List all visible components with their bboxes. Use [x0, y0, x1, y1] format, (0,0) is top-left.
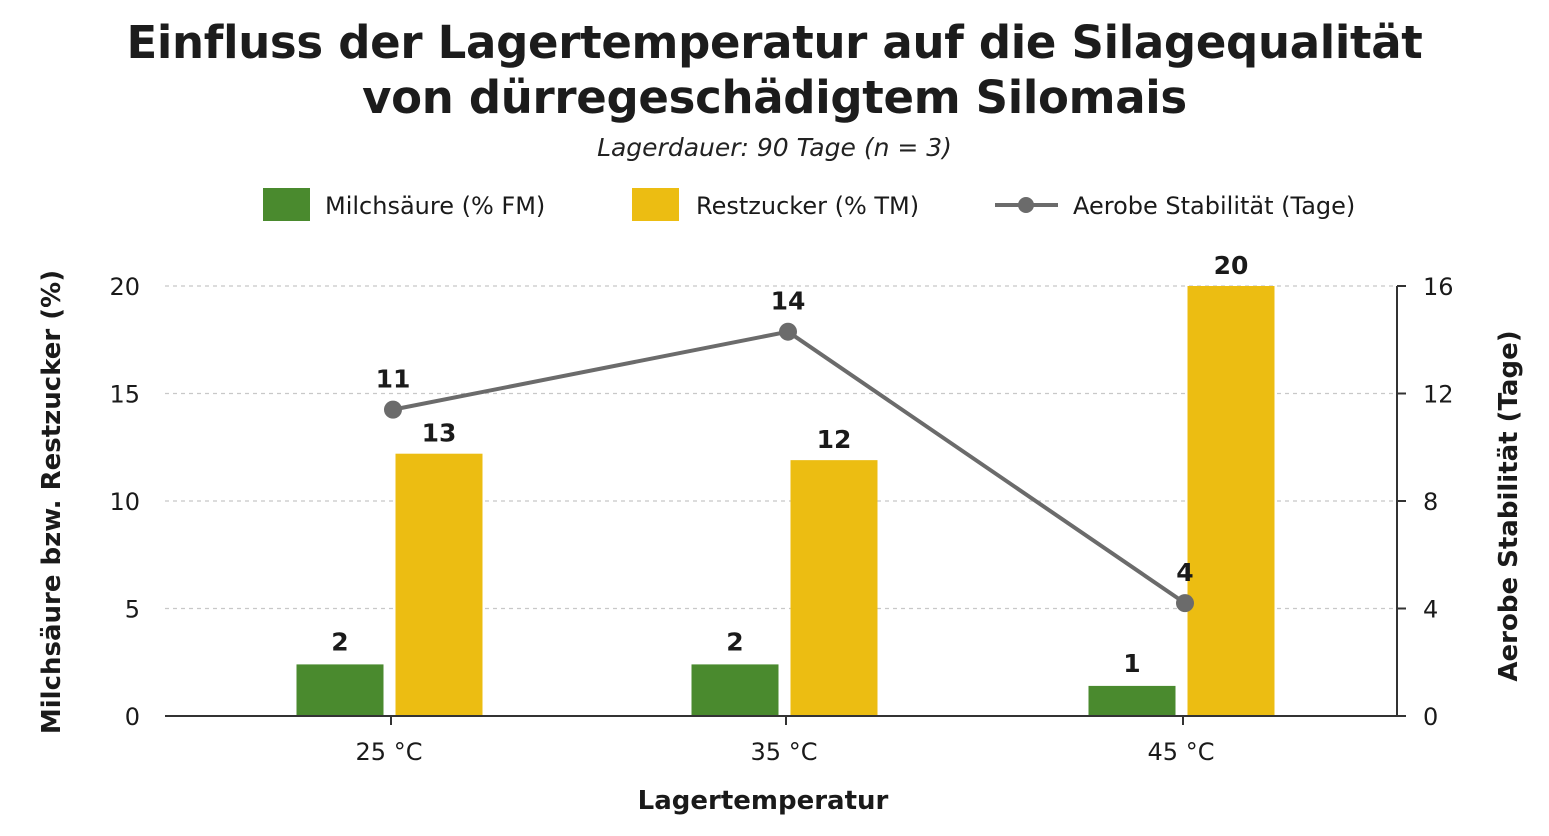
- bar-restzucker: [395, 453, 483, 716]
- axes: [165, 285, 1406, 725]
- point-stabilitaet: [384, 400, 402, 419]
- point-stabilitaet: [1176, 594, 1194, 613]
- bar-milchsaeure: [1088, 685, 1176, 716]
- data-label-milchsaeure: 1: [1123, 649, 1140, 678]
- bar-milchsaeure: [691, 664, 779, 716]
- data-label-restzucker: 20: [1214, 251, 1249, 280]
- line-stabilitaet: [392, 329, 1187, 605]
- y-tick-label: 0: [125, 703, 140, 731]
- point-stabilitaet: [779, 322, 797, 341]
- data-label-restzucker: 12: [817, 425, 852, 454]
- y-axis-label: Milchsäure bzw. Restzucker (%): [37, 270, 67, 734]
- x-tick-label: 45 °C: [1148, 738, 1215, 766]
- chart-title-line-1: Einfluss der Lagertemperatur auf die Sil…: [126, 16, 1423, 69]
- stability-line: [384, 322, 1194, 613]
- legend-label-restzucker: Restzucker (% TM): [696, 192, 919, 220]
- y-tick-label: 20: [109, 273, 140, 301]
- y-tick-label: 15: [109, 381, 140, 409]
- y2-tick-label: 4: [1423, 596, 1438, 624]
- bar-restzucker: [1187, 286, 1275, 716]
- bar-restzucker: [790, 460, 878, 716]
- y2-tick-label: 16: [1423, 273, 1454, 301]
- data-label-stabilitaet: 4: [1176, 558, 1193, 587]
- data-labels: 2 13 2 12 1 20 11 14 4: [331, 251, 1248, 678]
- y2-axis-label: Aerobe Stabilität (Tage): [1494, 330, 1524, 681]
- x-tick-label: 25 °C: [356, 738, 423, 766]
- legend-swatch-restzucker: [632, 188, 679, 221]
- chart-title-line-2: von dürregeschädigtem Silomais: [362, 71, 1187, 124]
- legend-marker-stabilitaet: [1018, 197, 1034, 213]
- y2-tick-label: 0: [1423, 703, 1438, 731]
- legend-label-stabilitaet: Aerobe Stabilität (Tage): [1073, 192, 1355, 220]
- data-label-restzucker: 13: [422, 419, 457, 448]
- y2-tick-label: 12: [1423, 381, 1454, 409]
- bar-milchsaeure: [296, 664, 384, 716]
- y-tick-label: 10: [109, 488, 140, 516]
- legend-swatch-milchsaeure: [263, 188, 310, 221]
- y2-tick-label: 8: [1423, 488, 1438, 516]
- legend-label-milchsaeure: Milchsäure (% FM): [325, 192, 545, 220]
- x-tick-label: 35 °C: [751, 738, 818, 766]
- bars: [296, 286, 1275, 716]
- legend: Milchsäure (% FM) Restzucker (% TM) Aero…: [263, 188, 1355, 221]
- x-axis-label: Lagertemperatur: [638, 786, 889, 816]
- data-label-stabilitaet: 11: [376, 365, 411, 394]
- y-tick-label: 5: [125, 596, 140, 624]
- data-label-stabilitaet: 14: [771, 287, 806, 316]
- data-label-milchsaeure: 2: [331, 627, 348, 656]
- data-label-milchsaeure: 2: [726, 627, 743, 656]
- chart-subtitle: Lagerdauer: 90 Tage (n = 3): [597, 133, 952, 162]
